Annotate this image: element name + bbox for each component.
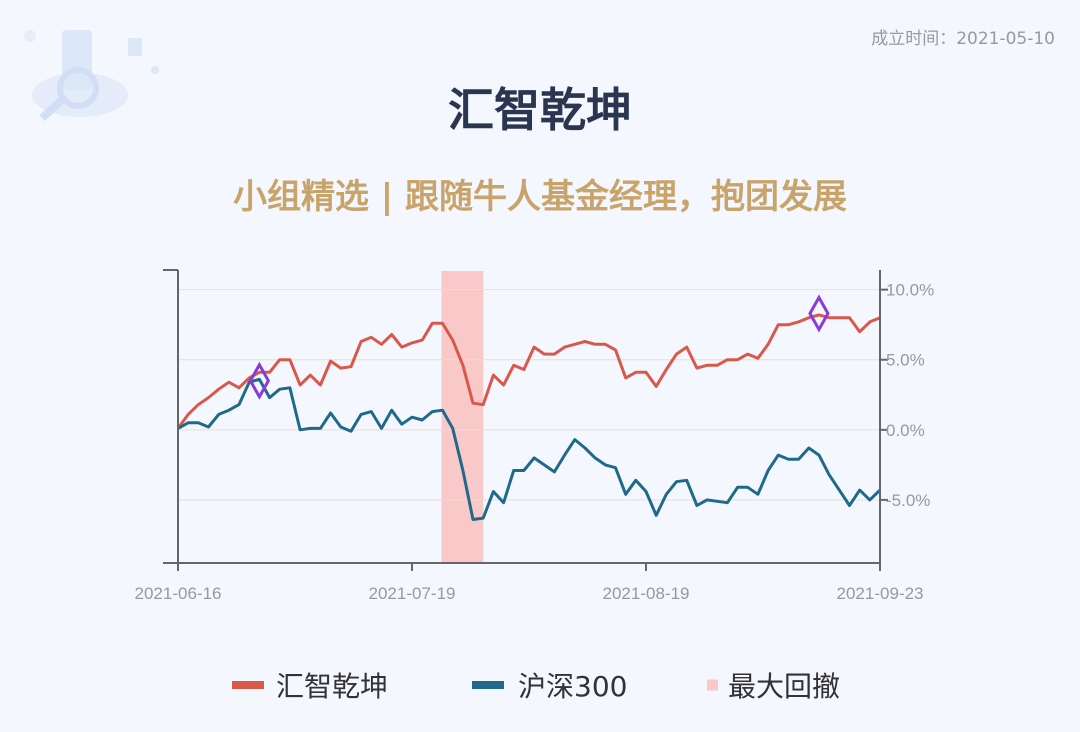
x-tick-label: 2021-06-16 [135, 584, 222, 603]
y-tick-label: 5.0% [886, 351, 925, 370]
plot [176, 271, 882, 563]
diamond-marker [808, 294, 830, 333]
series-line [177, 377, 882, 521]
y-tick-label: 10.0% [886, 281, 934, 300]
legend-swatch [707, 679, 718, 691]
subtitle: 小组精选 | 跟随牛人基金经理，抱团发展 [233, 177, 847, 217]
legend-label: 最大回撤 [728, 670, 840, 703]
title: 汇智乾坤 [448, 83, 632, 137]
legend-label: 沪深300 [518, 670, 627, 703]
y-tick-label: -5.0% [886, 491, 930, 510]
legend-swatch [232, 681, 264, 689]
y-tick-label: 0.0% [886, 421, 925, 440]
x-tick-label: 2021-07-19 [369, 584, 456, 603]
established-date: 成立时间：2021-05-10 [871, 29, 1055, 49]
legend-swatch [472, 681, 504, 689]
diamond-marker [248, 361, 271, 400]
x-tick-label: 2021-09-23 [837, 584, 924, 603]
series-line [176, 313, 881, 430]
drawdown-band [441, 271, 484, 563]
x-tick-label: 2021-08-19 [603, 584, 690, 603]
decor-icon [24, 30, 159, 121]
legend-label: 汇智乾坤 [276, 670, 388, 703]
